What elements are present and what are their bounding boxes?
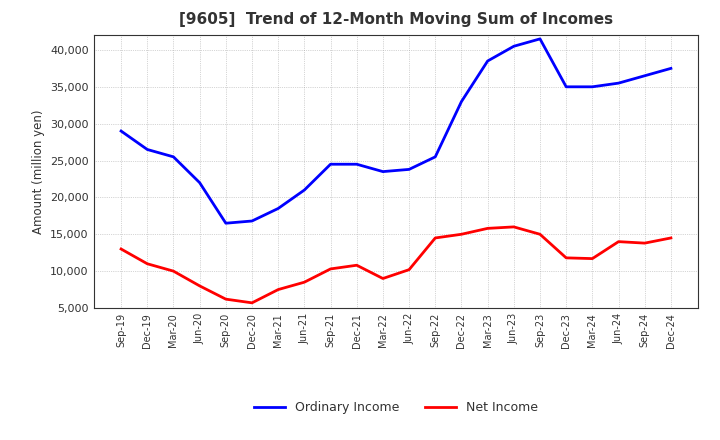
- Net Income: [536, 231, 544, 237]
- Ordinary Income: [457, 99, 466, 104]
- Net Income: [248, 300, 256, 305]
- Net Income: [195, 283, 204, 289]
- Legend: Ordinary Income, Net Income: Ordinary Income, Net Income: [249, 396, 543, 419]
- Net Income: [379, 276, 387, 281]
- Net Income: [431, 235, 440, 241]
- Ordinary Income: [614, 81, 623, 86]
- Ordinary Income: [326, 161, 335, 167]
- Ordinary Income: [640, 73, 649, 78]
- Ordinary Income: [431, 154, 440, 159]
- Ordinary Income: [248, 218, 256, 224]
- Line: Ordinary Income: Ordinary Income: [121, 39, 671, 223]
- Title: [9605]  Trend of 12-Month Moving Sum of Incomes: [9605] Trend of 12-Month Moving Sum of I…: [179, 12, 613, 27]
- Net Income: [405, 267, 413, 272]
- Ordinary Income: [588, 84, 597, 89]
- Net Income: [300, 279, 309, 285]
- Ordinary Income: [379, 169, 387, 174]
- Net Income: [667, 235, 675, 241]
- Net Income: [614, 239, 623, 244]
- Line: Net Income: Net Income: [121, 227, 671, 303]
- Ordinary Income: [195, 180, 204, 185]
- Net Income: [274, 287, 282, 292]
- Net Income: [143, 261, 152, 266]
- Net Income: [483, 226, 492, 231]
- Ordinary Income: [169, 154, 178, 159]
- Net Income: [510, 224, 518, 230]
- Ordinary Income: [536, 36, 544, 41]
- Ordinary Income: [667, 66, 675, 71]
- Ordinary Income: [143, 147, 152, 152]
- Ordinary Income: [300, 187, 309, 193]
- Net Income: [352, 263, 361, 268]
- Net Income: [640, 241, 649, 246]
- Ordinary Income: [352, 161, 361, 167]
- Net Income: [457, 231, 466, 237]
- Ordinary Income: [510, 44, 518, 49]
- Ordinary Income: [405, 167, 413, 172]
- Ordinary Income: [222, 220, 230, 226]
- Net Income: [562, 255, 570, 260]
- Y-axis label: Amount (million yen): Amount (million yen): [32, 110, 45, 234]
- Net Income: [117, 246, 125, 252]
- Ordinary Income: [562, 84, 570, 89]
- Net Income: [588, 256, 597, 261]
- Ordinary Income: [274, 206, 282, 211]
- Net Income: [326, 266, 335, 271]
- Ordinary Income: [117, 128, 125, 134]
- Net Income: [222, 297, 230, 302]
- Net Income: [169, 268, 178, 274]
- Ordinary Income: [483, 59, 492, 64]
